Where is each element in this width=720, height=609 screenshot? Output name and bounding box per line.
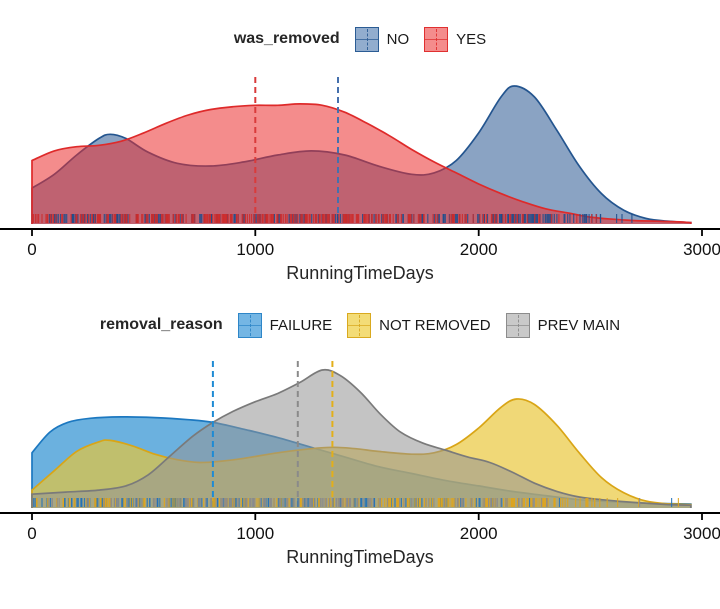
legend-label-prev-main: PREV MAIN [537,316,621,334]
swatch-dashed-vline-icon [366,28,368,50]
density-plot-was-removed: 0 1000 2000 3000 RunningTimeDays [0,77,720,283]
legend-removal-reason: removal_reason FAILURE NOT REMOVED PREV … [0,308,720,342]
x-tick-label: 2000 [460,524,498,543]
density-outline-prev-main [31,368,692,508]
legend-swatch-yes-icon [424,26,449,52]
swatch-dashed-vline-icon [517,314,519,336]
legend-label-failure: FAILURE [269,316,333,334]
legend-title-removal-reason: removal_reason [99,316,223,333]
legend-entry-yes: YES [424,26,487,52]
x-tick-label: 0 [27,524,36,543]
legend-label-not-removed: NOT REMOVED [379,316,491,334]
rug-prev-main [48,498,641,507]
density-area-yes [32,103,691,224]
x-axis-title: RunningTimeDays [286,547,433,567]
density-outline-yes [31,103,692,224]
legend-swatch-no-icon [354,26,379,52]
density-area-prev-main [32,369,691,508]
x-tick-label: 3000 [683,524,720,543]
legend-swatch-not-removed-icon [347,312,372,338]
legend-entry-not-removed: NOT REMOVED [347,312,491,338]
x-axis-title: RunningTimeDays [286,263,433,283]
legend-label-yes: YES [456,30,487,48]
legend-label-no: NO [386,30,410,48]
legend-entry-failure: FAILURE [237,312,333,338]
legend-entry-no: NO [354,26,410,52]
legend-entry-prev-main: PREV MAIN [505,312,621,338]
figure: was_removed NO YES 0 1000 2000 3000 RunningT… [0,22,720,567]
rug-yes [31,214,597,223]
legend-swatch-failure-icon [237,312,262,338]
x-tick-label: 1000 [236,240,274,259]
swatch-dashed-vline-icon [359,314,361,336]
x-tick-label: 2000 [460,240,498,259]
density-plot-removal-reason: 0 1000 2000 3000 RunningTimeDays [0,361,720,567]
x-tick-label: 1000 [236,524,274,543]
legend-was-removed: was_removed NO YES [0,22,720,56]
legend-title-was-removed: was_removed [233,30,340,47]
legend-swatch-prev-main-icon [505,312,530,338]
swatch-dashed-vline-icon [436,28,438,50]
x-tick-label: 3000 [683,240,720,259]
x-tick-label: 0 [27,240,36,259]
swatch-dashed-vline-icon [249,314,251,336]
